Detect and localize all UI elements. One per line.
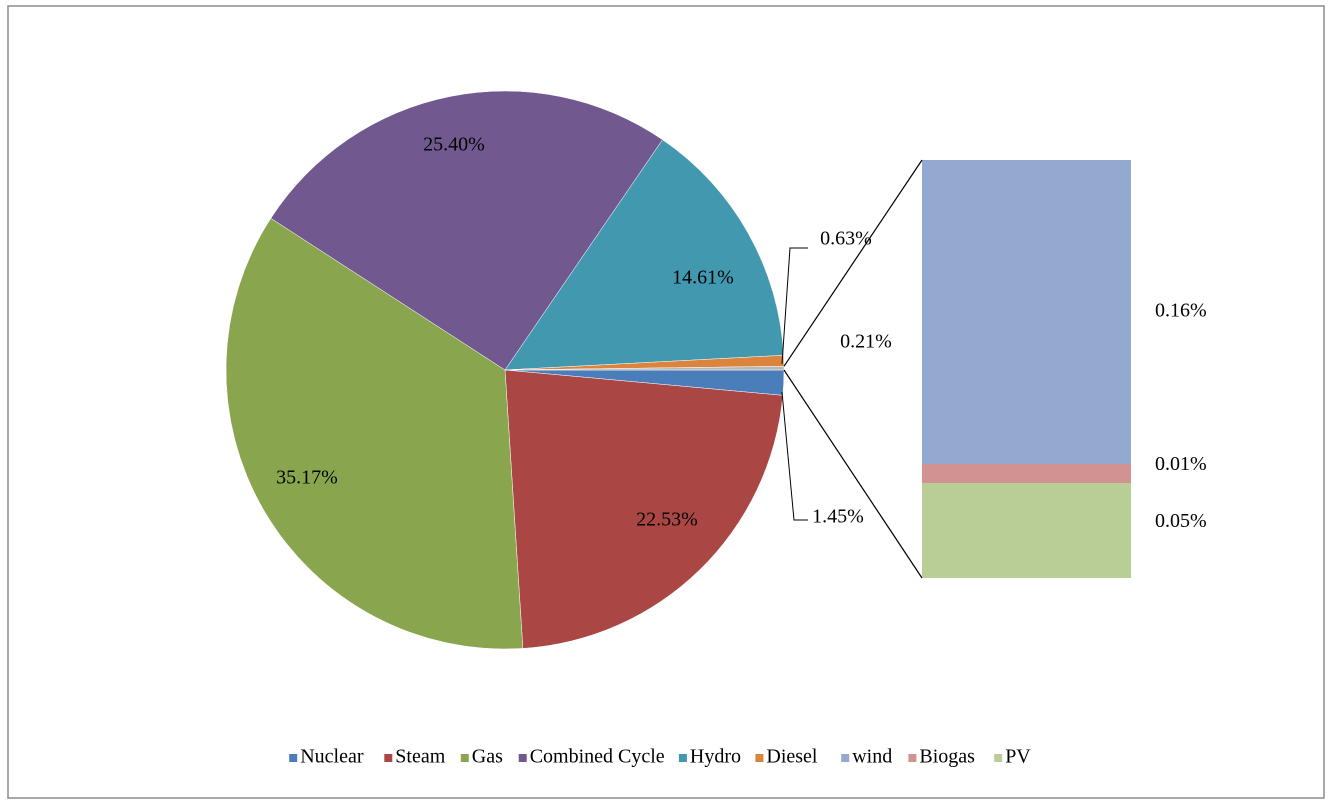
legend-label: Biogas xyxy=(919,746,975,768)
data-label: 22.53% xyxy=(636,509,698,531)
legend-swatch xyxy=(384,754,393,762)
legend-swatch xyxy=(460,754,469,762)
legend-label: Diesel xyxy=(766,746,818,768)
legend-swatch xyxy=(518,754,527,762)
data-label: 0.21% xyxy=(840,331,892,353)
legend-swatch xyxy=(841,754,850,762)
bar-segment xyxy=(922,160,1131,464)
leader-line xyxy=(781,247,808,365)
legend-swatch xyxy=(289,754,298,762)
pie-slice xyxy=(504,366,785,371)
data-label: 0.16% xyxy=(1155,300,1207,322)
connector-line xyxy=(783,159,923,367)
data-label: 25.40% xyxy=(423,134,485,156)
data-label: 0.63% xyxy=(820,228,872,250)
legend-label: PV xyxy=(1005,746,1031,768)
legend-label: Hydro xyxy=(690,746,741,768)
pie-slice xyxy=(270,90,663,371)
data-label: 1.45% xyxy=(812,506,864,528)
legend-swatch xyxy=(994,754,1003,762)
leader-line xyxy=(781,391,808,521)
legend-label: Steam xyxy=(395,746,445,768)
legend-label: Combined Cycle xyxy=(530,746,665,768)
data-label: 35.17% xyxy=(276,467,338,489)
legend-label: Gas xyxy=(472,746,503,768)
legend-swatch xyxy=(908,754,917,762)
pie-slice xyxy=(504,139,784,371)
legend-swatch xyxy=(755,754,764,762)
pie-slice xyxy=(504,369,784,649)
data-label: 0.01% xyxy=(1155,453,1207,475)
legend-label: wind xyxy=(852,746,892,768)
legend-label: Nuclear xyxy=(300,746,364,768)
data-label: 0.05% xyxy=(1155,510,1207,532)
legend-swatch xyxy=(678,754,687,762)
bar-segment xyxy=(922,464,1131,483)
bar-segment xyxy=(922,483,1131,578)
pie-slice xyxy=(225,217,524,650)
connector-line xyxy=(783,369,923,579)
data-label: 14.61% xyxy=(672,267,734,289)
